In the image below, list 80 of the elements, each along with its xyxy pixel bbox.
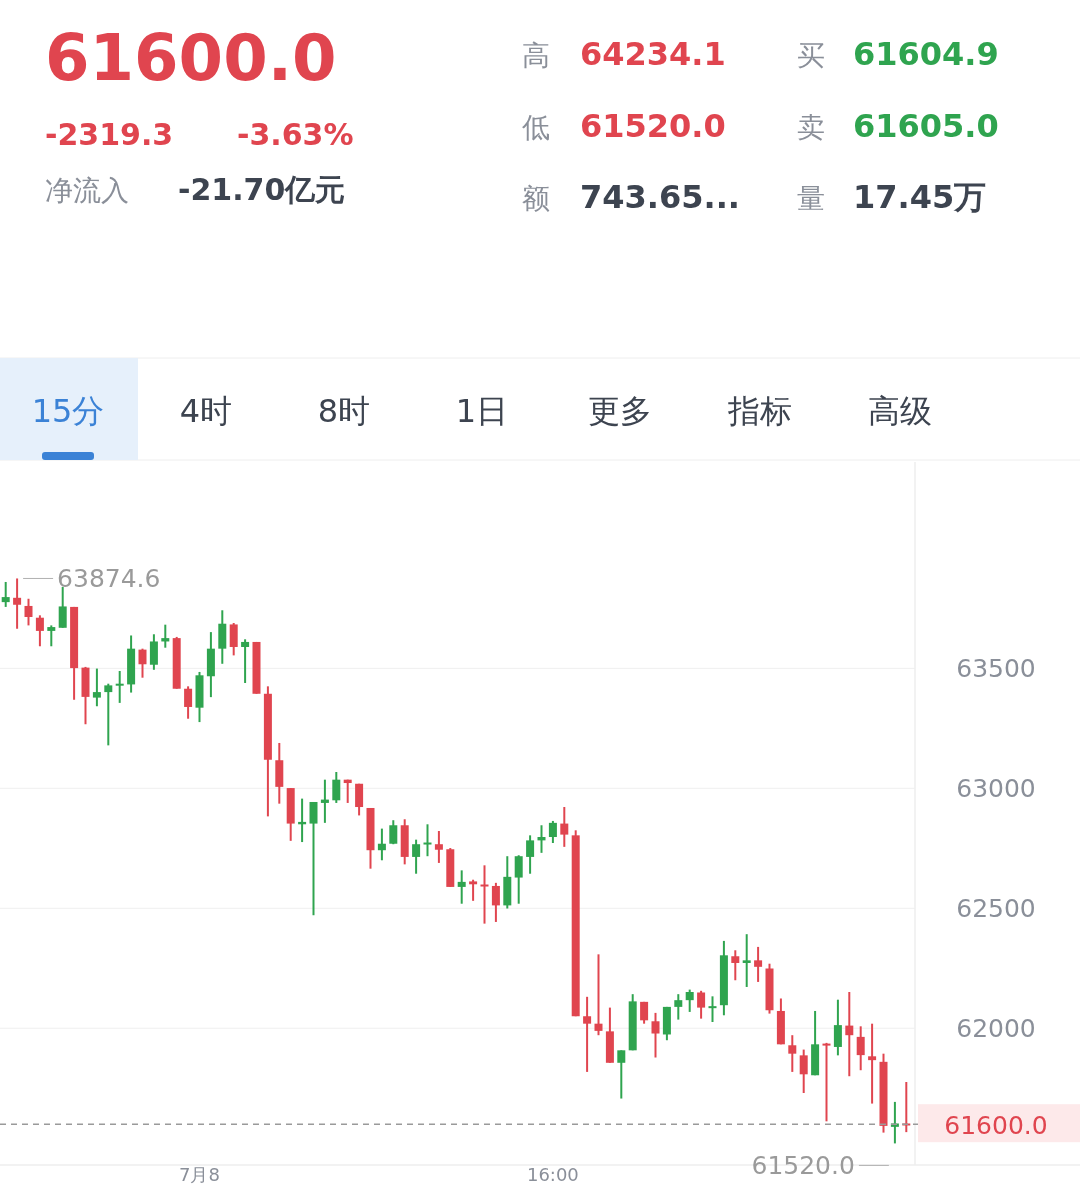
text: 量 [797,182,825,215]
candlestick [412,838,421,875]
candlestick [423,823,432,858]
candlestick [457,869,466,905]
y-tick-label: 62000 [956,1014,1036,1044]
candlestick [833,998,842,1057]
candlestick [697,989,706,1020]
candlestick [788,1034,797,1073]
candlestick [708,995,717,1023]
candlestick [241,638,250,684]
candlestick [92,667,101,708]
candlestick [35,614,44,648]
text: 64234.1 [580,35,726,73]
candlestick [377,827,386,862]
candlestick [594,953,603,1037]
candlestick [754,945,763,983]
candlestick [434,830,443,864]
y-tick-label: 63000 [956,774,1036,804]
candlestick [104,682,113,747]
y-tick-label: 62500 [956,894,1036,924]
candlestick [149,633,158,671]
candlestick [309,800,318,917]
candlestick [674,993,683,1021]
annotation: 61520.0 [751,1151,855,1181]
chart-title: 61600.0 [45,21,337,95]
text: -21.70亿元 [178,172,346,207]
text: 4时 [179,392,233,430]
text: 指标 [727,392,792,430]
candlestick [47,624,56,648]
y-tick-label: 63500 [956,654,1036,684]
candlestick [469,878,478,902]
candlestick [115,669,124,704]
ref-line-label: 61600.0 [944,1111,1048,1141]
candlestick [526,834,535,875]
candlestick [731,949,740,982]
candlestick [583,995,592,1073]
candlestick [742,933,751,988]
text: 8时 [317,392,371,430]
candlestick [184,685,193,720]
text: 17.45万 [853,178,987,216]
text: 61605.0 [853,107,999,145]
text: 买 [797,39,825,72]
candlestick [845,991,854,1078]
candlestick [355,782,364,817]
candlestick [868,1022,877,1105]
candlestick [617,1049,626,1100]
candlestick [24,597,33,627]
text: 61520.0 [580,107,726,145]
text: 卖 [797,111,825,144]
candlestick [799,1048,808,1095]
text: 净流入 [45,174,129,207]
candlestick [13,577,22,630]
candlestick [491,881,500,923]
candlestick [685,988,694,1013]
x-tick-label: 16:00 [526,1164,579,1184]
text: 更多 [588,392,652,430]
candlestick [58,586,67,629]
text: 额 [522,182,550,215]
candlestick [560,806,569,848]
text: 15分 [31,392,105,430]
candlestick [138,647,147,679]
annotation: 63874.6 [57,564,161,594]
text: 61604.9 [853,35,999,73]
candlestick [332,770,341,804]
text: 低 [522,111,550,144]
candlestick [514,854,523,905]
text: -2319.3 [45,117,174,152]
x-tick-label: 7月8 [179,1164,220,1184]
candlestick [651,1011,660,1059]
text: 高级 [868,392,932,430]
candlestick [1,580,10,608]
candlestick [548,819,557,845]
text: 高 [522,39,550,72]
candlestick [480,864,489,925]
candlestick [229,621,238,657]
text: 743.65... [580,178,740,216]
text: 1日 [455,392,509,430]
candlestick [822,1041,831,1123]
text: -3.63% [237,117,354,152]
candlestick [856,1025,865,1072]
